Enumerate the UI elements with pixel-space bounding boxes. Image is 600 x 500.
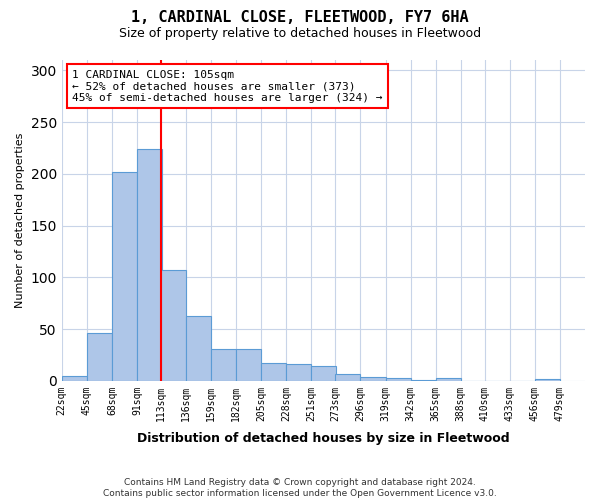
Y-axis label: Number of detached properties: Number of detached properties: [15, 132, 25, 308]
Bar: [186, 316, 211, 381]
Bar: [436, 378, 461, 381]
Text: Size of property relative to detached houses in Fleetwood: Size of property relative to detached ho…: [119, 28, 481, 40]
Bar: [211, 348, 236, 381]
Bar: [161, 270, 186, 381]
X-axis label: Distribution of detached houses by size in Fleetwood: Distribution of detached houses by size …: [137, 432, 510, 445]
Text: 1 CARDINAL CLOSE: 105sqm
← 52% of detached houses are smaller (373)
45% of semi-: 1 CARDINAL CLOSE: 105sqm ← 52% of detach…: [72, 70, 383, 103]
Text: 1, CARDINAL CLOSE, FLEETWOOD, FY7 6HA: 1, CARDINAL CLOSE, FLEETWOOD, FY7 6HA: [131, 10, 469, 25]
Bar: [410, 380, 436, 381]
Bar: [286, 364, 311, 381]
Bar: [386, 378, 410, 381]
Bar: [361, 376, 386, 381]
Bar: [236, 348, 261, 381]
Bar: [335, 374, 361, 381]
Text: Contains HM Land Registry data © Crown copyright and database right 2024.
Contai: Contains HM Land Registry data © Crown c…: [103, 478, 497, 498]
Bar: [535, 378, 560, 381]
Bar: [112, 172, 137, 381]
Bar: [87, 333, 112, 381]
Bar: [311, 366, 337, 381]
Bar: [137, 149, 162, 381]
Bar: [261, 363, 286, 381]
Bar: [62, 376, 87, 381]
